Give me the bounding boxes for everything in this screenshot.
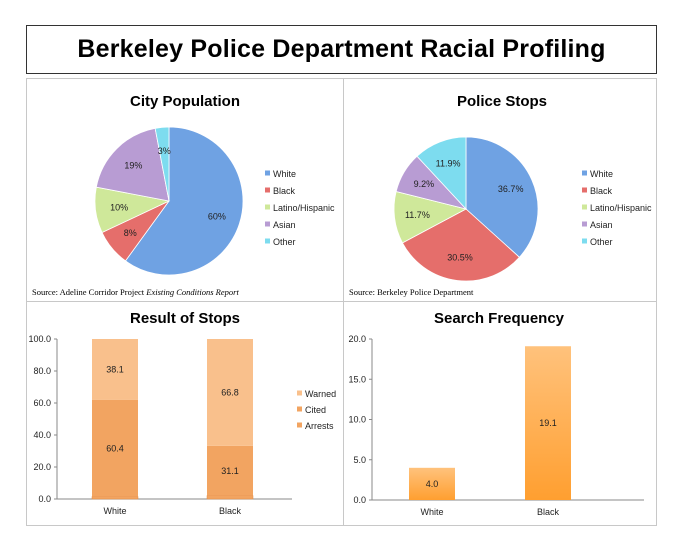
legend-label-asian: Asian (590, 220, 613, 230)
bar-white-arrests (91, 496, 139, 500)
bar-label-black-warned: 66.8 (221, 387, 239, 397)
legend-label-arrests: Arrests (305, 421, 334, 431)
bar-black (525, 346, 571, 500)
legend-label-black: Black (273, 186, 296, 196)
x-tick-label-white: White (420, 507, 443, 517)
city-population-source: Source: Adeline Corridor Project Existin… (32, 287, 239, 297)
y-tick-label: 15.0 (348, 374, 366, 384)
pie-slice-asian (95, 127, 170, 202)
chart-title: Result of Stops (130, 310, 240, 327)
chart-title: Search Frequency (434, 310, 565, 327)
legend-label-cited: Cited (305, 405, 326, 415)
y-tick-label: 40.0 (33, 430, 51, 440)
y-tick-label: 80.0 (33, 366, 51, 376)
search-frequency-panel: Search Frequency 0.0 5.0 10.0 15.0 20.0 4.0 Whi… (343, 301, 657, 526)
pie-slice-white (124, 126, 244, 276)
legend-swatch-latino-hispanic (582, 204, 587, 210)
bar-label-black-cited: 31.1 (221, 466, 239, 476)
legend-label-black: Black (590, 186, 613, 196)
police-stops-source: Source: Berkeley Police Department (349, 287, 474, 297)
pie-slice-other (416, 136, 467, 211)
bar-label-white-cited: 60.4 (106, 443, 124, 453)
result-of-stops-panel: Result of Stops 0.0 20.0 40.0 60.0 80.0 100.0 6… (26, 301, 344, 526)
x-tick-label-black: Black (219, 506, 242, 516)
bar-black-warned (207, 339, 253, 446)
page-title-box: Berkeley Police Department Racial Profil… (26, 25, 657, 74)
legend-swatch-other (582, 238, 587, 244)
y-tick-label: 100.0 (28, 334, 51, 344)
pie-slice-black (401, 208, 520, 282)
city-population-panel: City Population 60% 8% 10% 19% 3% White Black La… (26, 78, 344, 302)
chart-title: City Population (130, 93, 240, 110)
chart-title: Police Stops (457, 93, 547, 110)
pie-label-black: 30.5% (447, 253, 473, 263)
legend-swatch-white (582, 170, 587, 176)
legend-swatch-other (265, 238, 270, 244)
city-population-source-text: Source: Adeline Corridor Project (32, 287, 147, 297)
legend-swatch-asian (582, 221, 587, 227)
page-title: Berkeley Police Department Racial Profil… (77, 35, 606, 63)
police-stops-panel: Police Stops 36.7% 30.5% 11.7% 9.2% 11.9% Whit… (343, 78, 657, 302)
search-frequency-chart: Search Frequency 0.0 5.0 10.0 15.0 20.0 4.0 Whi… (348, 310, 644, 517)
bar-white-cited (92, 399, 138, 497)
legend-label-other: Other (273, 237, 296, 247)
legend-swatch-latino-hispanic (265, 204, 270, 210)
legend-swatch-black (582, 187, 587, 193)
bar-label-white-warned: 38.1 (106, 365, 124, 375)
pie-slice-other (154, 126, 170, 202)
legend-label-warned: Warned (305, 389, 336, 399)
bar-label-black: 19.1 (539, 418, 557, 428)
pie-label-black: 8% (124, 228, 137, 238)
bar-white-warned (92, 339, 138, 400)
y-tick-label: 5.0 (353, 455, 366, 465)
legend-label-white: White (273, 169, 296, 179)
legend-swatch-asian (265, 221, 270, 227)
y-tick-label: 20.0 (348, 334, 366, 344)
pie-label-other: 3% (158, 146, 171, 156)
legend-label-white: White (590, 169, 613, 179)
legend-swatch-cited (297, 406, 302, 412)
bar-label-white: 4.0 (426, 479, 439, 489)
legend-label-latino-hispanic: Latino/Hispanic (273, 203, 335, 213)
city-population-chart: City Population 60% 8% 10% 19% 3% White Black La… (94, 93, 335, 276)
x-tick-label-black: Black (537, 507, 560, 517)
pie-label-latino-hispanic: 11.7% (405, 210, 430, 220)
bar-black-arrests (206, 495, 254, 500)
pie-label-asian: 19% (124, 160, 142, 170)
pie-label-latino-hispanic: 10% (110, 202, 128, 212)
legend-swatch-black (265, 187, 270, 193)
legend-label-latino-hispanic: Latino/Hispanic (590, 203, 652, 213)
pie-label-white: 60% (208, 212, 226, 222)
y-tick-label: 0.0 (38, 494, 51, 504)
y-tick-label: 60.0 (33, 398, 51, 408)
legend-label-other: Other (590, 237, 613, 247)
bar-white (409, 467, 455, 500)
pie-label-other: 11.9% (436, 158, 461, 168)
bar-black-cited (207, 445, 253, 496)
x-tick-label-white: White (103, 506, 126, 516)
legend-swatch-arrests (297, 422, 302, 428)
pie-label-white: 36.7% (498, 184, 524, 194)
legend-swatch-warned (297, 390, 302, 396)
y-tick-label: 10.0 (348, 415, 366, 425)
city-population-source-italic: Existing Conditions Report (146, 287, 239, 297)
result-of-stops-chart: Result of Stops 0.0 20.0 40.0 60.0 80.0 100.0 6… (28, 310, 336, 516)
police-stops-chart: Police Stops 36.7% 30.5% 11.7% 9.2% 11.9% Whit… (393, 93, 652, 282)
y-tick-label: 20.0 (33, 462, 51, 472)
pie-label-asian: 9.2% (414, 179, 435, 189)
legend-label-asian: Asian (273, 220, 296, 230)
pie-slice-white (465, 136, 539, 258)
legend-swatch-white (265, 170, 270, 176)
y-tick-label: 0.0 (353, 495, 366, 505)
